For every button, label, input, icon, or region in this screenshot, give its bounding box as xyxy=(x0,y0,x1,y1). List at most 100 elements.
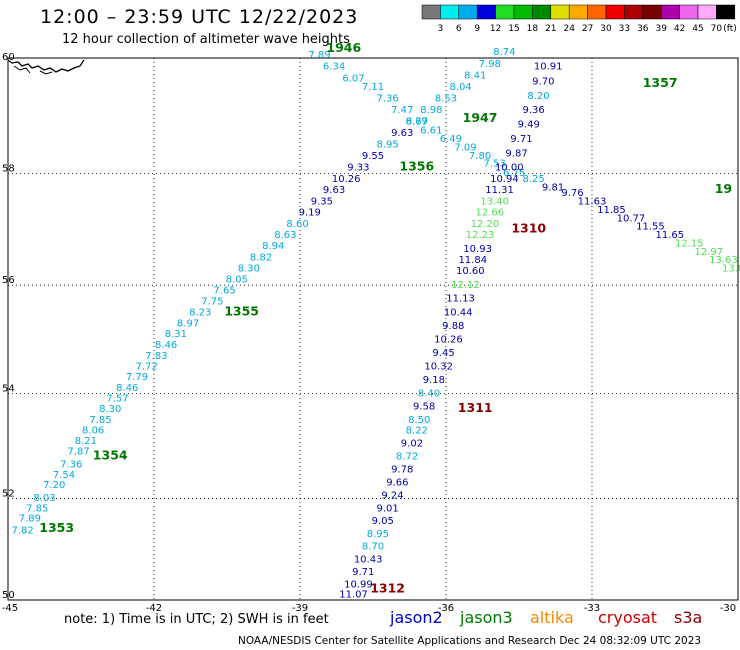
wave-height-value: 13.40 xyxy=(480,196,509,207)
wave-height-value: 8.74 xyxy=(493,47,515,58)
wave-height-value: 9.71 xyxy=(510,134,532,145)
wave-height-value: 9.35 xyxy=(311,196,333,207)
wave-height-value: 11.13 xyxy=(446,294,475,305)
legend-jason2: jason2 xyxy=(390,608,443,627)
colorbar-swatch xyxy=(476,4,496,20)
colorbar-label: 3 xyxy=(438,24,444,34)
wave-height-value: 8.25 xyxy=(522,174,544,185)
wave-height-value: 8.04 xyxy=(449,82,471,93)
wave-height-value: 10.32 xyxy=(424,362,453,373)
colorbar-swatch xyxy=(568,4,588,20)
wave-height-value: 9.71 xyxy=(352,567,374,578)
time-mark: 1310 xyxy=(511,221,546,236)
wave-height-value: 8.97 xyxy=(177,318,199,329)
colorbar-swatch xyxy=(660,4,680,20)
wave-height-value: 8.20 xyxy=(527,91,549,102)
wave-height-value: 8.82 xyxy=(250,252,272,263)
wave-height-value: 7.87 xyxy=(67,446,89,457)
wave-height-value: 12.97 xyxy=(694,247,723,258)
wave-height-value: 8.06 xyxy=(82,425,104,436)
latitude-label: 50 xyxy=(2,590,15,601)
wave-height-value: 11.55 xyxy=(636,222,665,233)
wave-height-value: 7.98 xyxy=(479,59,501,70)
wave-height-value: 7.36 xyxy=(376,94,398,105)
latitude-label: 60 xyxy=(2,52,15,63)
colorbar-label: 12 xyxy=(490,24,501,34)
colorbar-label: 70 xyxy=(711,24,723,34)
wave-height-value: 10.26 xyxy=(434,335,463,346)
colorbar-label: 42 xyxy=(674,24,685,34)
wave-height-value: 9.63 xyxy=(391,128,413,139)
wave-height-value: 10.91 xyxy=(534,62,563,73)
wave-height-value: 7.79 xyxy=(126,372,148,383)
wave-height-value: 9.63 xyxy=(323,185,345,196)
wave-height-value: 9.78 xyxy=(391,465,413,476)
wave-height-value: 9.76 xyxy=(561,188,583,199)
wave-height-value: 12.12 xyxy=(451,280,480,291)
colorbar-swatch xyxy=(697,4,717,20)
wave-height-value: 11.85 xyxy=(597,205,626,216)
time-mark: 1311 xyxy=(458,400,493,415)
wave-height-value: 8.98 xyxy=(420,105,442,116)
wave-height-value: 8.50 xyxy=(408,415,430,426)
colorbar-label: 36 xyxy=(637,24,649,34)
legend-s3a: s3a xyxy=(674,608,703,627)
colorbar-swatch xyxy=(587,4,607,20)
map-frame xyxy=(7,57,739,601)
wave-height-value: 6.07 xyxy=(342,73,364,84)
wave-height-value: 8.30 xyxy=(99,404,121,415)
wave-height-value: 8.46 xyxy=(155,340,177,351)
wave-height-value: 9.24 xyxy=(381,491,403,502)
time-mark: 1354 xyxy=(93,448,128,463)
chart-subtitle: 12 hour collection of altimeter wave hei… xyxy=(62,32,350,47)
wave-height-values: 7.827.897.858.037.207.547.367.878.218.06… xyxy=(11,47,740,600)
wave-height-value: 10.00 xyxy=(495,162,524,173)
legend-note: note: 1) Time is in UTC; 2) SWH is in fe… xyxy=(64,612,329,627)
wave-height-value: 8.72 xyxy=(396,452,418,463)
wave-height-value: 8.94 xyxy=(262,241,284,252)
wave-height-value: 10.94 xyxy=(490,174,519,185)
wave-height-value: 10.99 xyxy=(344,580,373,591)
colorbar-label: 24 xyxy=(563,24,575,34)
colorbar-swatch xyxy=(513,4,533,20)
wave-height-value: 7.83 xyxy=(145,351,167,362)
colorbar-label: 15 xyxy=(508,24,519,34)
time-mark: 19 xyxy=(715,181,732,196)
colorbar-label: 9 xyxy=(474,24,480,34)
colorbar-swatch xyxy=(642,4,662,20)
wave-height-value: 7.09 xyxy=(454,143,476,154)
colorbar-swatch xyxy=(679,4,699,20)
wave-height-value: 6.75 xyxy=(503,168,525,179)
wave-height-value: 10.26 xyxy=(332,174,361,185)
wave-height-value: 8.03 xyxy=(33,493,55,504)
wave-height-value: 8.40 xyxy=(418,388,440,399)
map-grid xyxy=(7,57,739,601)
wave-height-value: 8.31 xyxy=(165,329,187,340)
wave-height-value: 8.63 xyxy=(274,230,296,241)
colorbar-label: 21 xyxy=(545,24,556,34)
wave-height-value: 7.89 xyxy=(308,50,330,61)
colorbar-swatch xyxy=(440,4,460,20)
legend-altika: altika xyxy=(530,608,574,627)
wave-height-value: 8.53 xyxy=(435,94,457,105)
latitude-label: 56 xyxy=(2,275,15,286)
colorbar-label: 39 xyxy=(655,24,667,34)
time-mark: 1357 xyxy=(643,75,678,90)
wave-height-value: 7.57 xyxy=(106,394,128,405)
wave-height-value: 7.47 xyxy=(391,105,413,116)
colorbar-label: 30 xyxy=(600,24,612,34)
colorbar-label: 18 xyxy=(527,24,539,34)
time-marks: 1353 1354 1355 1356 1357 1946 1947 19 1310 1311 13… xyxy=(39,40,732,595)
wave-height-value: 7.80 xyxy=(469,151,491,162)
wave-height-value: 8.70 xyxy=(362,542,384,553)
wave-height-value: 7.85 xyxy=(89,415,111,426)
wave-height-value: 10.93 xyxy=(463,244,492,255)
colorbar-swatch xyxy=(716,4,736,20)
chart-title: 12:00 – 23:59 UTC 12/22/2023 xyxy=(40,6,359,28)
time-mark: 1356 xyxy=(399,158,434,173)
wave-height-value: 13.0 xyxy=(722,263,740,274)
colorbar-swatch xyxy=(495,4,515,20)
colorbar-swatch xyxy=(421,4,441,20)
colorbar-swatch xyxy=(605,4,625,20)
